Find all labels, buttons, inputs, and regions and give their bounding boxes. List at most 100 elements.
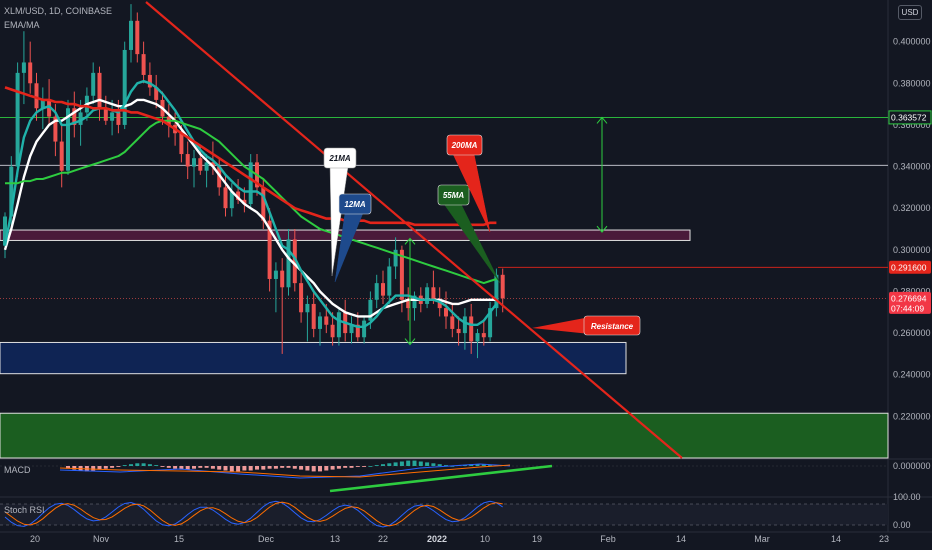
candle-body [198,158,203,171]
range-measure-arrow [404,237,416,346]
candle-body [261,187,266,221]
candle-body [330,324,335,338]
price-tag-text: 0.276694 [891,293,927,303]
candle-body [40,99,45,109]
price-tick-label: 0.320000 [893,203,931,213]
macd-histogram-bar [481,464,486,466]
candle-body [431,287,436,300]
price-tick-label: 0.360000 [893,120,931,130]
candle-body [103,108,108,121]
macd-histogram-bar [147,464,152,466]
macd-histogram-bar [179,466,184,470]
candle-body [368,299,373,321]
candle-body [412,295,417,309]
candle-body [456,328,461,334]
price-tick-label: 0.220000 [893,411,931,421]
macd-histogram-bar [412,460,417,466]
time-tick-label: 14 [676,534,686,544]
macd-histogram-bar [122,465,127,466]
candle-body [47,99,52,117]
candle-body [336,312,341,338]
stoch-rsi-label: Stoch RSI [4,505,45,515]
candle-body [34,83,39,109]
time-tick-label: Feb [600,534,616,544]
candle-body [91,72,96,96]
macd-histogram-bar [141,463,146,466]
chart-title: XLM/USD, 1D, COINBASE [4,6,113,16]
macd-histogram-bar [437,464,442,466]
target-measure-arrow [596,116,608,233]
candle-body [286,239,291,288]
candle-body [381,283,385,296]
macd-histogram-bar [273,466,278,469]
candle-body [450,316,455,329]
candle-body [141,54,146,75]
price-tag-text: 0.363572 [891,112,927,122]
macd-histogram-bar [349,466,354,468]
candle-body [78,112,83,125]
macd-histogram-bar [91,466,96,471]
candle-body [305,303,310,313]
macd-histogram-bar [393,462,398,466]
stoch-tick-label: 100.00 [893,492,921,502]
macd-histogram-bar [160,466,165,467]
time-tick-label: 23 [879,534,889,544]
time-tick-label: Nov [93,534,110,544]
candle-body [406,299,411,309]
candle-body [28,62,33,84]
macd-histogram-bar [318,466,322,472]
time-tick-label: 22 [378,534,388,544]
stoch-band [0,504,888,525]
candle-body [462,316,467,334]
candle-body [147,74,152,88]
time-tick-label: 19 [532,534,542,544]
macd-histogram-bar [173,466,178,469]
ema12-line [3,79,498,328]
candle-body [135,20,140,55]
price-tick-label: 0.240000 [893,370,931,380]
candle-body [292,239,297,284]
candle-body [355,324,360,338]
target-price-tag: 0.363572 [888,110,932,125]
callout-label: 21MA [328,154,351,163]
macd-histogram-bar [72,466,77,470]
candle-body [399,249,404,300]
macd-histogram-bar [387,463,392,466]
macd-histogram-bar [418,461,423,466]
macd-histogram-bar [103,466,108,469]
stoch-d-line [4,501,503,527]
candle-body [469,316,474,342]
macd-histogram-bar [431,463,436,466]
macd-line [59,463,511,479]
time-tick-label: 14 [831,534,841,544]
macd-histogram-bar [280,466,285,468]
price-tag-text: 0.291600 [891,262,927,272]
candle-body [387,266,392,296]
candle-body [72,108,77,125]
demand-zone [0,341,627,375]
candle-body [185,154,190,167]
callout-12ma: 12MA [334,193,372,283]
macd-histogram-bar [185,466,190,470]
stoch-tick-label: 0.00 [893,520,911,530]
candle-body [66,108,70,171]
high-price-tag: 0.291600 [889,260,931,274]
macd-histogram-bar [66,466,70,469]
macd-histogram-bar [267,466,272,469]
candle-body [223,187,228,209]
currency-badge[interactable]: USD [898,5,922,20]
macd-histogram-bar [286,466,291,468]
time-tick-label: 20 [30,534,40,544]
candle-body [129,20,133,50]
candle-body [192,158,196,167]
candle-body [9,166,14,217]
macd-histogram-bar [192,466,196,469]
macd-histogram-bar [399,461,404,466]
macd-histogram-bar [116,466,121,467]
candle-body [210,162,215,167]
callout-55ma: 55MA [437,184,501,284]
candle-body [437,299,442,309]
macd-histogram-bar [223,466,228,471]
